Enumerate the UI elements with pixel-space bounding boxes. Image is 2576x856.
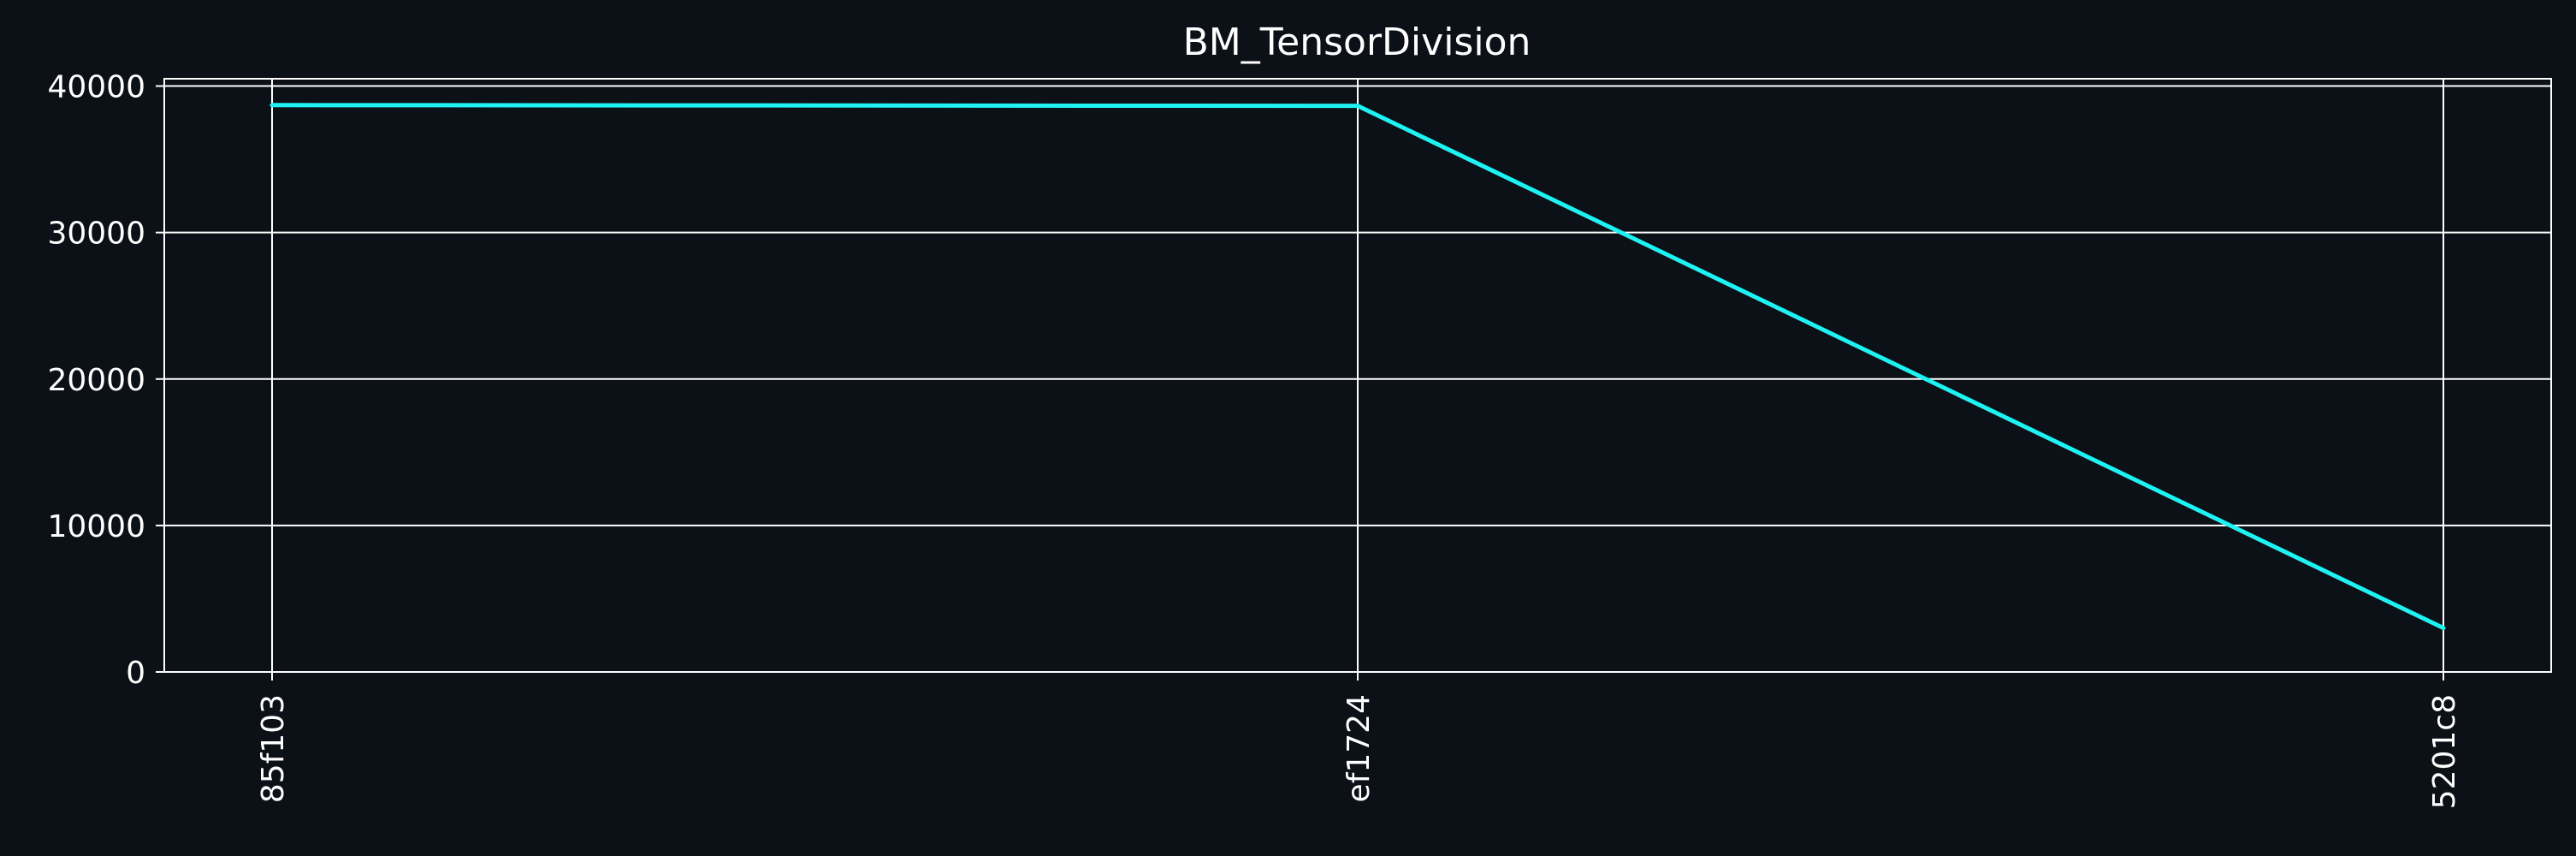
x-axis: 85f103 ef1724 5201c8 [256,672,2462,809]
x-tick-label: 85f103 [256,694,291,803]
chart-title: BM_TensorDivision [1183,21,1531,64]
x-tick-label: 5201c8 [2427,694,2462,809]
y-tick-label: 30000 [47,217,145,252]
y-tick-label: 20000 [47,363,145,398]
y-axis: 0 10000 20000 30000 40000 [47,70,164,691]
x-tick-label: ef1724 [1341,694,1377,802]
y-tick-label: 40000 [47,70,145,105]
series-line [269,103,2446,631]
y-tick-label: 10000 [47,509,145,544]
y-tick-label: 0 [126,656,145,691]
series-group [269,103,2446,631]
